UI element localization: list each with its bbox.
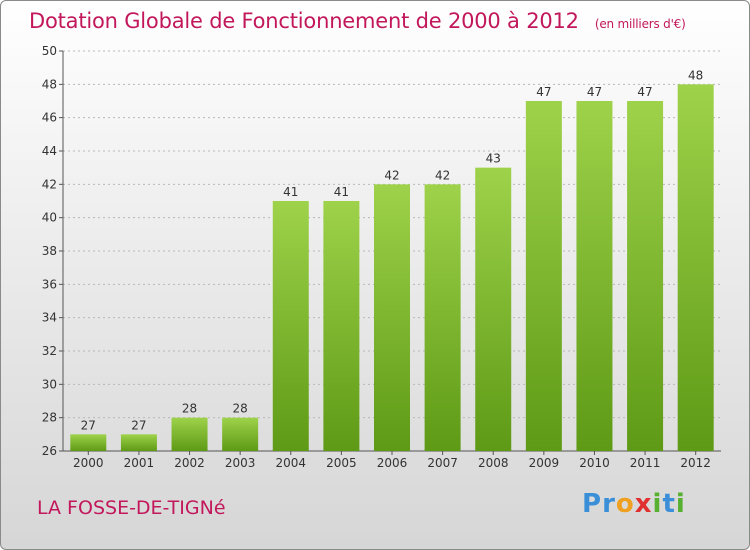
bar-value-label: 42 — [435, 168, 450, 182]
bar — [374, 184, 410, 452]
chart-title-text: Dotation Globale de Fonctionnement de 20… — [29, 9, 579, 33]
x-tick-label: 2010 — [579, 456, 610, 470]
chart-subtitle: (en milliers d'€) — [594, 17, 686, 31]
logo-letter: i — [675, 489, 686, 519]
bar — [272, 201, 309, 451]
y-tick-label: 32 — [42, 344, 57, 358]
bar-value-label: 41 — [283, 185, 298, 199]
bar-value-label: 43 — [486, 152, 501, 166]
bar-value-label: 27 — [131, 418, 146, 432]
logo-letter: r — [602, 489, 616, 519]
y-tick-label: 44 — [42, 144, 57, 158]
x-tick-label: 2007 — [427, 456, 458, 470]
y-tick-label: 50 — [42, 44, 57, 58]
x-tick-label: 2001 — [124, 456, 155, 470]
y-tick-label: 42 — [42, 177, 57, 191]
x-tick-label: 2006 — [377, 456, 408, 470]
y-tick-label: 34 — [42, 311, 57, 325]
x-tick-label: 2000 — [73, 456, 104, 470]
y-tick-label: 28 — [42, 411, 57, 425]
y-tick-label: 46 — [42, 111, 57, 125]
bar-value-label: 47 — [637, 85, 652, 99]
x-tick-label: 2005 — [326, 456, 357, 470]
bar — [475, 167, 512, 451]
y-tick-label: 40 — [42, 211, 57, 225]
x-tick-label: 2004 — [275, 456, 306, 470]
logo-letter: P — [582, 489, 603, 519]
x-tick-label: 2009 — [529, 456, 560, 470]
commune-name: LA FOSSE-DE-TIGNé — [37, 497, 226, 519]
bar — [70, 434, 107, 451]
bar-value-label: 47 — [587, 85, 602, 99]
bar — [323, 201, 360, 451]
bar — [576, 101, 613, 451]
chart-title: Dotation Globale de Fonctionnement de 20… — [29, 9, 686, 33]
x-tick-label: 2008 — [478, 456, 509, 470]
x-tick-label: 2011 — [630, 456, 661, 470]
bar — [525, 101, 562, 451]
x-tick-label: 2012 — [680, 456, 711, 470]
bar-value-label: 41 — [334, 185, 349, 199]
bar-value-label: 28 — [233, 402, 248, 416]
y-tick-label: 30 — [42, 377, 57, 391]
y-tick-label: 26 — [42, 444, 57, 458]
bar — [627, 101, 664, 451]
bar — [171, 417, 208, 451]
bar-value-label: 27 — [81, 418, 96, 432]
proxiti-logo: Proxiti — [582, 489, 686, 519]
bar-value-label: 28 — [182, 402, 197, 416]
logo-letter: o — [615, 489, 635, 519]
y-tick-label: 48 — [42, 77, 57, 91]
logo-letter: i — [652, 489, 663, 519]
x-tick-label: 2002 — [174, 456, 205, 470]
logo-letter: x — [634, 489, 653, 519]
x-tick-label: 2003 — [225, 456, 256, 470]
logo-letter: t — [662, 489, 676, 519]
bar-value-label: 47 — [536, 85, 551, 99]
bar — [120, 434, 157, 451]
bar-value-label: 48 — [688, 68, 703, 82]
y-tick-label: 36 — [42, 277, 57, 291]
bar — [424, 184, 461, 452]
y-tick-label: 38 — [42, 244, 57, 258]
bar-value-label: 42 — [384, 168, 399, 182]
bar — [222, 417, 259, 451]
bar — [677, 84, 714, 451]
